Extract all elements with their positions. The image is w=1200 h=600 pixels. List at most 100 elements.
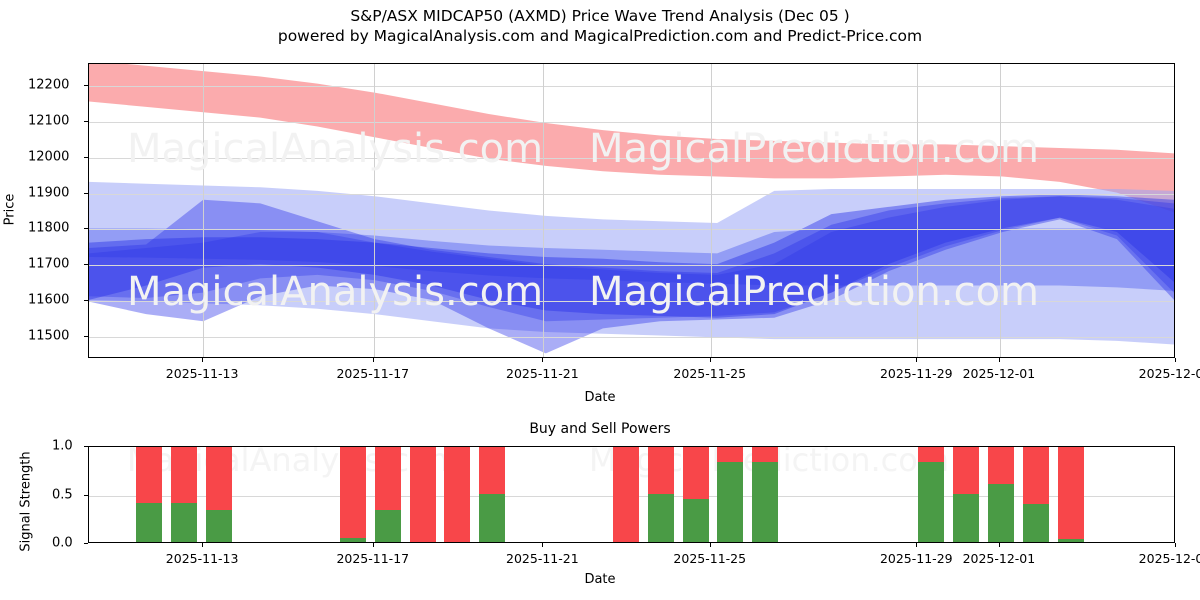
price-ytick-mark xyxy=(84,192,88,194)
page-subtitle: powered by MagicalAnalysis.com and Magic… xyxy=(277,27,923,45)
power-bar[interactable] xyxy=(1022,447,1049,542)
power-chart-title: Buy and Sell Powers xyxy=(529,421,671,437)
price-xtick-mark xyxy=(998,358,1000,362)
power-bar[interactable] xyxy=(953,447,980,542)
price-gridline-h xyxy=(89,157,1174,159)
price-ytick-label: 12100 xyxy=(28,113,70,129)
power-ytick-mark xyxy=(84,446,88,447)
price-xtick-label: 2025-11-21 xyxy=(506,366,579,381)
price-ytick-mark xyxy=(84,228,88,230)
price-xtick-label: 2025-12-05 xyxy=(1138,366,1200,381)
price-ytick-mark xyxy=(84,264,88,266)
sell-power-segment xyxy=(682,447,709,500)
power-xtick-mark xyxy=(709,543,711,547)
price-ytick-mark xyxy=(84,156,88,158)
price-gridline-h xyxy=(89,229,1174,231)
sell-power-segment xyxy=(1022,447,1049,505)
price-band-core-blue-wave-3 xyxy=(89,196,1174,322)
buy-power-segment xyxy=(1057,539,1084,542)
price-gridline-v xyxy=(203,64,205,357)
page-title: S&P/ASX MIDCAP50 (AXMD) Price Wave Trend… xyxy=(350,7,850,25)
sell-power-segment xyxy=(647,447,674,494)
power-bar[interactable] xyxy=(170,447,197,542)
power-ytick-mark xyxy=(84,543,88,544)
power-bar[interactable] xyxy=(987,447,1014,542)
power-bar[interactable] xyxy=(612,447,639,542)
power-ytick-label: 0.0 xyxy=(52,535,73,551)
power-bar[interactable] xyxy=(682,447,709,542)
price-xtick-mark xyxy=(542,358,544,362)
sell-power-segment xyxy=(717,447,744,462)
price-band-mid-blue-band xyxy=(89,228,1174,291)
power-xtick-label: 2025-11-25 xyxy=(673,551,747,566)
price-gridline-h xyxy=(89,265,1174,267)
sell-power-segment xyxy=(374,447,401,510)
price-bands-svg xyxy=(89,64,1174,354)
buy-power-segment xyxy=(135,503,162,542)
sell-power-segment xyxy=(752,447,779,462)
price-ytick-label: 11600 xyxy=(28,292,70,308)
buy-power-segment xyxy=(682,499,709,542)
power-bar[interactable] xyxy=(340,447,367,542)
price-gridline-h xyxy=(89,121,1174,123)
price-ytick-label: 11500 xyxy=(28,328,70,344)
price-ytick-mark xyxy=(84,120,88,122)
price-xtick-mark xyxy=(202,358,204,362)
price-chart-plot-area: MagicalAnalysis.com MagicalPrediction.com… xyxy=(88,63,1175,358)
price-ytick-label: 12000 xyxy=(28,149,70,165)
price-yaxis-label: Price xyxy=(2,193,18,226)
power-bar[interactable] xyxy=(752,447,779,542)
buy-power-segment xyxy=(1022,504,1049,542)
buy-power-segment xyxy=(918,461,945,542)
price-gridline-v xyxy=(999,64,1001,357)
buy-power-segment xyxy=(479,494,506,542)
price-xtick-label: 2025-11-29 xyxy=(879,366,953,381)
power-bar[interactable] xyxy=(206,447,233,542)
power-xtick-label: 2025-11-17 xyxy=(336,551,410,566)
power-bar[interactable] xyxy=(479,447,506,542)
title-block: S&P/ASX MIDCAP50 (AXMD) Price Wave Trend… xyxy=(0,6,1200,46)
power-yaxis-label: Signal Strength xyxy=(18,451,34,552)
price-gridline-h xyxy=(89,337,1174,339)
price-gridline-v xyxy=(917,64,919,357)
power-bar[interactable] xyxy=(717,447,744,542)
price-ytick-mark xyxy=(84,300,88,302)
price-ytick-mark xyxy=(84,84,88,86)
price-gridline-h xyxy=(89,301,1174,303)
price-gridline-v xyxy=(543,64,545,357)
price-ytick-label: 11900 xyxy=(28,185,70,200)
power-xtick-label: 2025-11-29 xyxy=(879,551,953,566)
sell-power-segment xyxy=(987,447,1014,484)
sell-power-segment xyxy=(206,447,233,510)
power-xtick-mark xyxy=(1175,543,1176,547)
power-xtick-mark xyxy=(998,543,1000,547)
sell-power-segment xyxy=(1057,447,1084,540)
power-bar[interactable] xyxy=(647,447,674,542)
power-ytick-label: 0.5 xyxy=(52,487,73,502)
power-bar[interactable] xyxy=(1057,447,1084,542)
power-bar[interactable] xyxy=(135,447,162,542)
price-ytick-mark xyxy=(84,336,88,338)
buy-power-segment xyxy=(987,483,1014,542)
power-bar[interactable] xyxy=(444,447,471,542)
power-bar[interactable] xyxy=(374,447,401,542)
sell-power-segment xyxy=(135,447,162,504)
price-gridline-v xyxy=(710,64,712,357)
sell-power-segment xyxy=(170,447,197,504)
power-bar[interactable] xyxy=(918,447,945,542)
price-xtick-mark xyxy=(916,358,918,362)
power-bar[interactable] xyxy=(409,447,436,542)
power-xtick-label: 2025-12-05 xyxy=(1138,551,1200,566)
buy-power-segment xyxy=(647,493,674,542)
buy-power-segment xyxy=(953,493,980,542)
power-ytick-mark xyxy=(84,494,88,496)
price-band-core-blue-wave-1 xyxy=(89,194,1174,318)
sell-power-segment xyxy=(612,447,639,542)
price-gridline-v xyxy=(373,64,375,357)
price-ytick-label: 12200 xyxy=(28,77,70,93)
price-gridline-h xyxy=(89,85,1174,87)
price-xaxis-label: Date xyxy=(584,390,616,405)
price-xtick-label: 2025-11-25 xyxy=(673,366,747,381)
buy-power-segment xyxy=(717,461,744,542)
power-xtick-mark xyxy=(202,543,204,547)
